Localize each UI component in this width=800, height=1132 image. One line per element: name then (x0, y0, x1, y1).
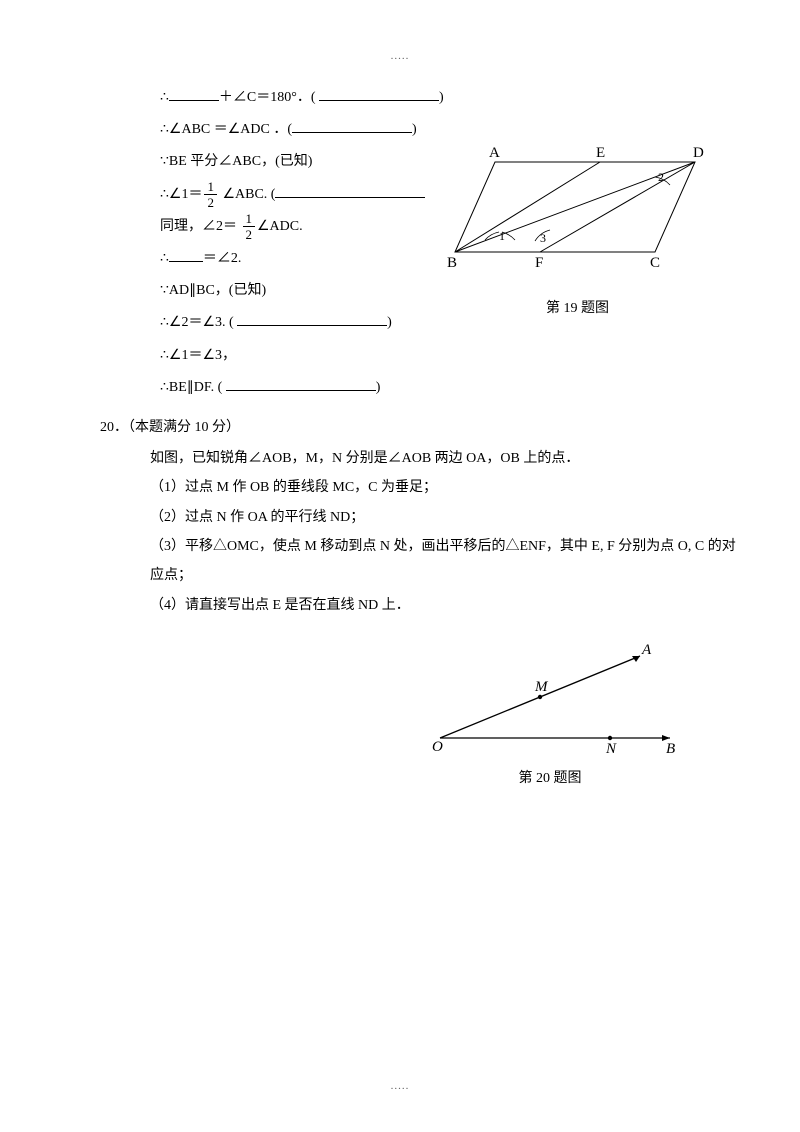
label-M: M (534, 679, 549, 695)
label-O: O (432, 739, 443, 755)
numerator: 1 (204, 180, 217, 195)
t: ) (376, 380, 381, 395)
label-N: N (605, 741, 617, 757)
angle-diagram: A M O N B (420, 638, 680, 758)
t: ) (412, 122, 417, 137)
label-C: C (650, 255, 660, 271)
blank (319, 88, 439, 101)
q20-body: 如图，已知锐角∠AOB，M，N 分别是∠AOB 两边 OA，OB 上的点． （1… (100, 444, 740, 620)
t: ∴∠ABC ＝∠ADC ．( (160, 122, 292, 137)
q19-figure-caption: 第 19 题图 (445, 297, 710, 317)
label-E: E (596, 145, 605, 161)
blank (169, 88, 219, 101)
t: ∴∠2＝∠3. ( (160, 315, 237, 330)
q19-l9: ∴∠1＝∠3， (160, 340, 740, 372)
t: ∴ (160, 251, 169, 266)
t: ∠ABC. ( (219, 187, 276, 202)
ellipsis-bottom: ..... (0, 1080, 800, 1092)
fraction: 12 (204, 180, 217, 209)
q20-block: 20．（本题满分 10 分） 如图，已知锐角∠AOB，M，N 分别是∠AOB 两… (60, 416, 740, 787)
t: 同理，∠2＝ (160, 219, 241, 234)
label-A: A (641, 642, 652, 658)
t: ∴∠1＝ (160, 187, 202, 202)
parallelogram-diagram: A E D B F C 1 2 3 (445, 137, 710, 287)
t: ) (387, 315, 392, 330)
ellipsis-top: ..... (60, 50, 740, 62)
blank (226, 377, 376, 390)
t: ＝∠2. (203, 251, 242, 266)
denominator: 2 (243, 227, 256, 241)
label-angle1: 1 (499, 229, 505, 243)
numerator: 1 (243, 212, 256, 227)
q19-figure: A E D B F C 1 2 3 第 19 题图 (445, 137, 710, 317)
label-B: B (666, 741, 675, 757)
q20-figure-caption: 第 20 题图 (410, 767, 690, 787)
label-angle2: 2 (658, 170, 664, 184)
t: ∠ADC. (257, 219, 303, 234)
t: ＋∠C＝180°．( (219, 90, 319, 105)
q19-block: ∴＋∠C＝180°．( ) ∴∠ABC ＝∠ADC ．() ∵BE 平分∠ABC… (60, 82, 740, 404)
q19-l1: ∴ ＋∠C＝180°．( ) (160, 82, 740, 114)
q20-p3: （3）平移△OMC，使点 M 移动到点 N 处，画出平移后的△ENF，其中 E,… (150, 532, 740, 591)
q20-p1: （1）过点 M 作 OB 的垂线段 MC，C 为垂足； (150, 473, 740, 502)
label-D: D (693, 145, 704, 161)
blank (169, 249, 203, 262)
t: ∴ (160, 90, 169, 105)
blank (275, 184, 425, 197)
t: ∴BE∥DF. ( (160, 380, 226, 395)
label-A: A (489, 145, 500, 161)
blank (237, 313, 387, 326)
label-F: F (535, 255, 543, 271)
denominator: 2 (204, 195, 217, 209)
t: ) (439, 90, 444, 105)
q20-figure: A M O N B 第 20 题图 (410, 638, 690, 787)
label-B: B (447, 255, 457, 271)
fraction: 12 (243, 212, 256, 241)
q20-intro: 如图，已知锐角∠AOB，M，N 分别是∠AOB 两边 OA，OB 上的点． (150, 444, 740, 473)
q19-l10: ∴BE∥DF. ( ) (160, 372, 740, 404)
q20-p4: （4）请直接写出点 E 是否在直线 ND 上． (150, 591, 740, 620)
blank (292, 120, 412, 133)
q20-p2: （2）过点 N 作 OA 的平行线 ND； (150, 503, 740, 532)
q20-heading: 20．（本题满分 10 分） (100, 416, 740, 436)
